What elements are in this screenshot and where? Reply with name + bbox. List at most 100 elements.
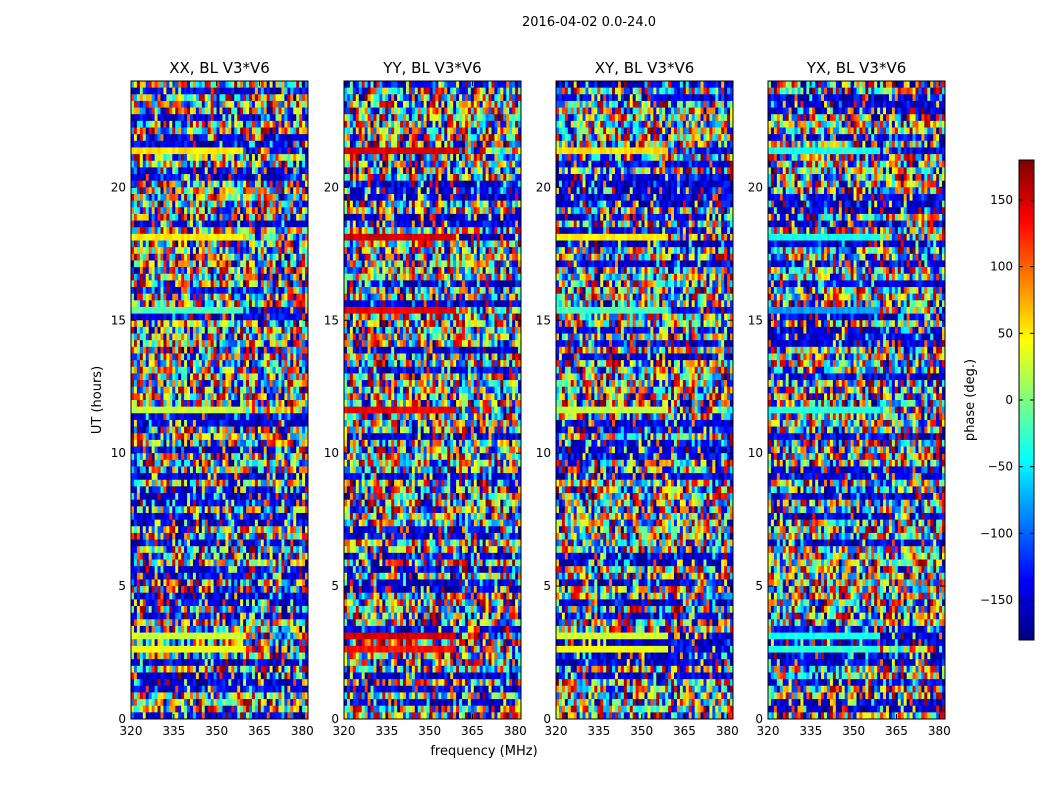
heatmap-cell [198,592,203,600]
heatmap-cell [157,612,161,620]
heatmap-cell [246,559,250,567]
heatmap-cell [293,546,297,554]
heatmap-cell [213,433,217,441]
heatmap-cell [187,313,191,321]
heatmap-cell [181,559,185,567]
heatmap-cell [293,187,297,195]
heatmap-cell [166,512,170,521]
heatmap-cell [225,566,229,574]
heatmap-cell [163,306,167,315]
heatmap-cell [198,220,203,228]
heatmap-cell [266,300,271,308]
heatmap-cell [290,114,294,122]
heatmap-cell [181,247,185,255]
heatmap-cell [184,400,188,408]
heatmap-cell [151,566,155,574]
heatmap-cell [302,486,306,494]
heatmap-cell [169,413,173,421]
heatmap-cell [163,532,167,540]
heatmap-cell [163,446,167,454]
heatmap-cell [240,287,244,295]
heatmap-cell [272,167,276,175]
heatmap-cell [166,293,170,301]
heatmap-cell [151,147,155,155]
heatmap-cell [296,174,300,182]
heatmap-cell [190,512,194,521]
heatmap-cell [175,572,179,580]
heatmap-cell [234,180,238,188]
heatmap-cell [175,373,179,381]
heatmap-cell [257,546,262,554]
heatmap-cell [157,107,161,115]
heatmap-cell [243,333,247,341]
heatmap-cell [187,479,191,487]
heatmap-cell [257,180,262,188]
heatmap-cell [225,366,229,374]
heatmap-cell [234,566,238,574]
heatmap-cell [299,107,303,115]
heatmap-cell [254,154,259,162]
heatmap-cell [302,619,306,627]
heatmap-cell [190,227,194,235]
heatmap-cell [178,227,182,235]
heatmap-cell [190,612,194,620]
heatmap-cell [216,160,220,168]
heatmap-cell [198,293,203,301]
heatmap-cell [133,346,138,354]
heatmap-cell [131,313,135,321]
heatmap-cell [296,273,300,281]
heatmap-cell [281,566,285,574]
heatmap-cell [154,632,158,640]
heatmap-cell [269,592,273,600]
heatmap-cell [225,619,229,627]
heatmap-cell [139,180,144,188]
heatmap-cell [172,207,176,215]
heatmap-cell [157,180,161,188]
heatmap-cell [228,606,232,614]
heatmap-cell [290,340,294,348]
heatmap-cell [275,220,279,228]
heatmap-cell [181,187,185,195]
heatmap-cell [154,625,158,634]
heatmap-cell [251,326,256,334]
heatmap-cell [148,167,153,175]
heatmap-cell [266,552,271,560]
heatmap-cell [231,606,235,614]
heatmap-cell [133,287,138,295]
heatmap-cell [281,579,285,587]
heatmap-cell [175,227,179,235]
heatmap-cell [257,300,262,308]
heatmap-cell [225,340,229,348]
heatmap-cell [269,612,273,620]
heatmap-cell [169,333,173,341]
heatmap-cell [166,180,170,188]
heatmap-cell [216,552,220,560]
heatmap-cell [148,100,153,108]
heatmap-cell [240,426,244,434]
heatmap-cell [269,572,273,580]
heatmap-cell [302,140,306,148]
heatmap-cell [275,107,279,115]
heatmap-cell [260,147,265,155]
heatmap-cell [278,413,282,421]
heatmap-cell [131,227,135,235]
heatmap-cell [166,493,170,501]
heatmap-cell [151,579,155,587]
heatmap-cell [284,473,288,481]
heatmap-cell [157,200,161,208]
heatmap-cell [201,566,206,574]
heatmap-cell [243,373,247,381]
heatmap-cell [148,592,153,600]
heatmap-cell [269,193,273,202]
heatmap-cell [225,625,229,634]
heatmap-cell [145,566,150,574]
heatmap-cell [151,453,155,461]
heatmap-cell [184,333,188,341]
heatmap-cell [187,486,191,494]
heatmap-cell [249,366,253,374]
heatmap-cell [216,393,220,401]
heatmap-cell [160,340,164,348]
heatmap-cell [234,360,238,368]
heatmap-cell [213,240,217,248]
heatmap-cell [178,512,182,521]
